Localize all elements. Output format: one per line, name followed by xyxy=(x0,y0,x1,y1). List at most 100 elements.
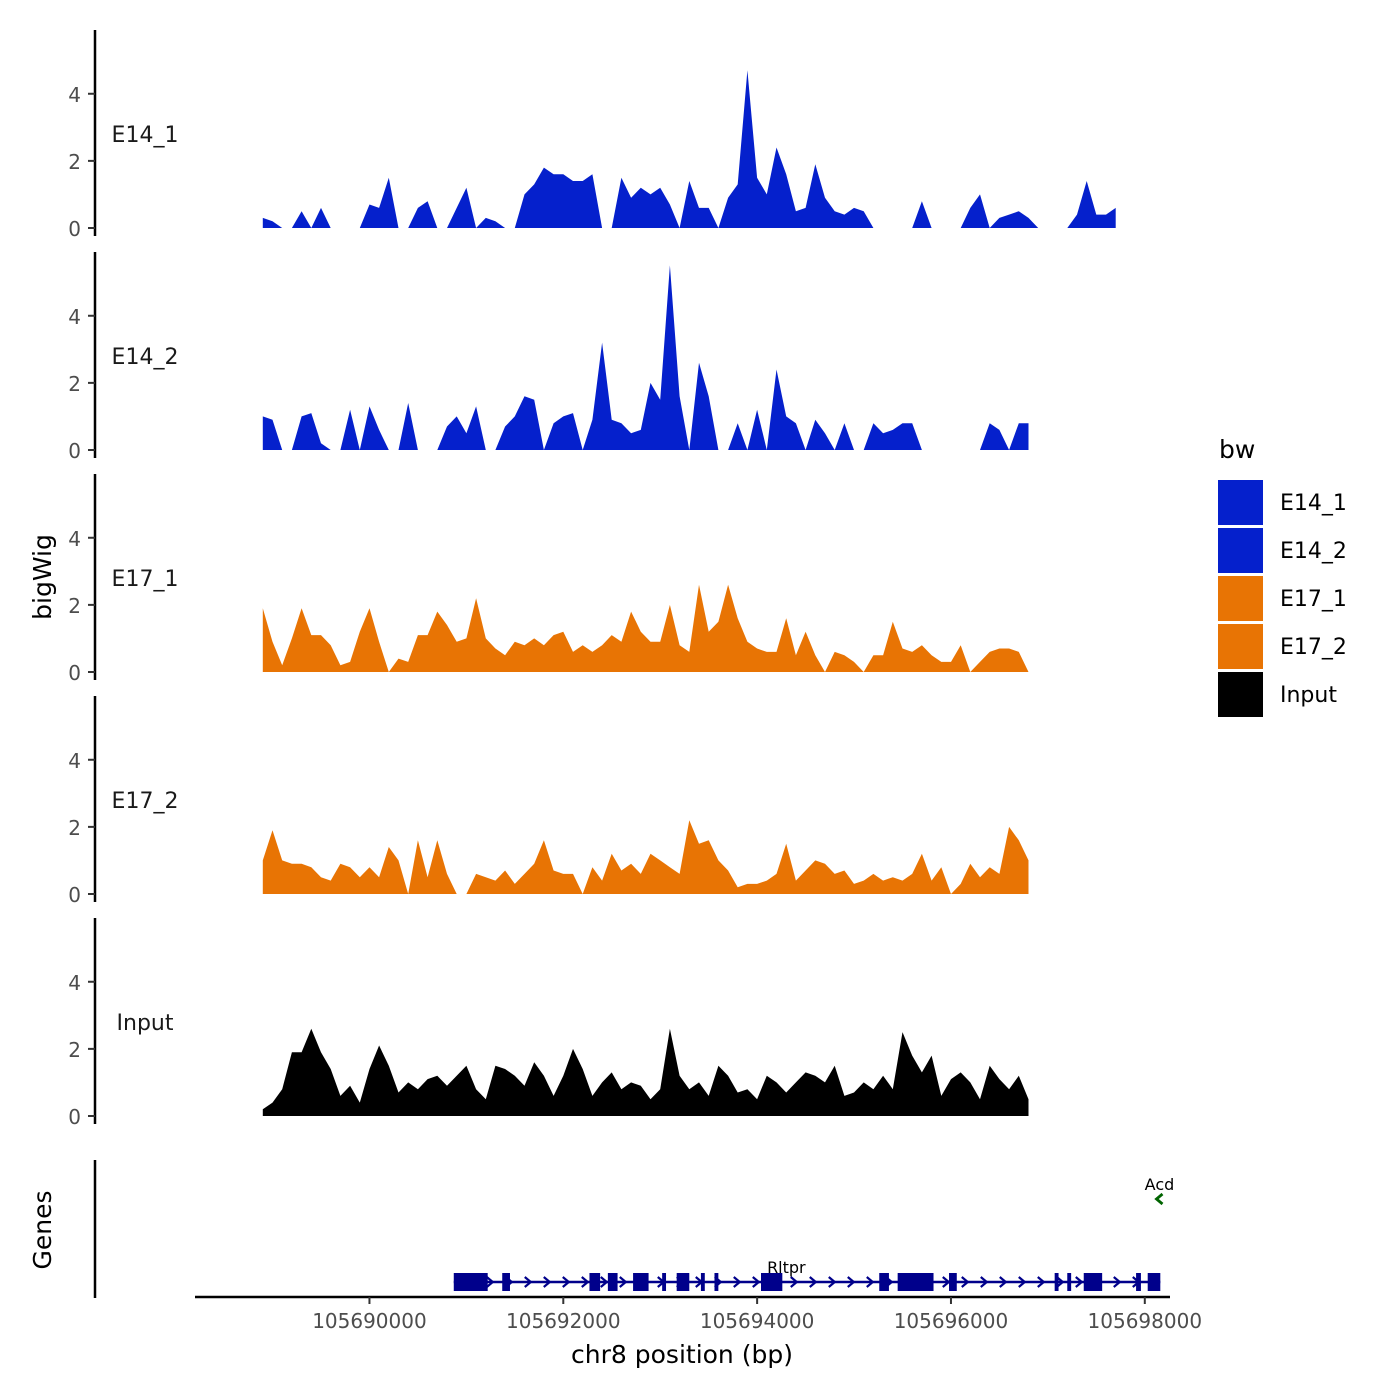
strand-arrow xyxy=(999,1276,1008,1288)
strand-arrow xyxy=(790,1276,799,1288)
strand-arrow xyxy=(847,1276,856,1288)
coverage-area-E14_2 xyxy=(262,265,1029,450)
y-tick-label: 2 xyxy=(68,1038,81,1062)
coverage-area-E17_1 xyxy=(262,584,1029,672)
strand-arrow xyxy=(486,1276,495,1288)
exon xyxy=(700,1273,705,1291)
y-tick-label: 4 xyxy=(68,305,81,329)
legend-swatch-E17_2 xyxy=(1218,624,1263,669)
exon xyxy=(1067,1273,1072,1291)
gene-Rltpr: Rltpr xyxy=(453,1258,1161,1291)
y-tick-label: 0 xyxy=(68,883,81,907)
strand-arrow xyxy=(1075,1276,1084,1288)
exon xyxy=(761,1273,783,1291)
legend-label-E14_2: E14_2 xyxy=(1280,539,1347,564)
strand-arrow xyxy=(1113,1276,1122,1288)
x-tick-label: 105694000 xyxy=(700,1309,815,1333)
strand-arrow xyxy=(733,1276,742,1288)
exon xyxy=(897,1273,934,1291)
exon xyxy=(1147,1273,1161,1291)
legend-swatch-Input xyxy=(1218,672,1263,717)
y-tick-label: 0 xyxy=(68,661,81,685)
exon xyxy=(949,1273,957,1291)
track-label: E17_1 xyxy=(112,567,179,592)
y-tick-label: 0 xyxy=(68,1105,81,1129)
y-tick-label: 2 xyxy=(68,372,81,396)
coverage-area-E17_2 xyxy=(262,820,1029,894)
x-tick-label: 105698000 xyxy=(1088,1309,1203,1333)
y-axis-title-bigwig: bigWig xyxy=(28,534,57,620)
strand-arrow xyxy=(1018,1276,1027,1288)
x-tick-label: 105692000 xyxy=(506,1309,621,1333)
track-panel-E17_2: 0 2 4 E17_2 xyxy=(68,696,1029,907)
y-tick-label: 2 xyxy=(68,150,81,174)
gene-track: Rltpr Acd xyxy=(93,1160,1175,1298)
y-tick-label: 4 xyxy=(68,527,81,551)
track-panel-E14_2: 0 2 4 E14_2 xyxy=(68,252,1029,463)
legend-title: bw xyxy=(1219,435,1255,464)
exon xyxy=(1136,1273,1141,1291)
strand-arrow xyxy=(809,1276,818,1288)
x-tick-label: 105696000 xyxy=(894,1309,1009,1333)
track-label: Input xyxy=(117,1011,174,1036)
track-panel-Input: 0 2 4 Input xyxy=(68,918,1029,1129)
coverage-tracks: 0 2 4 E14_1 0 2 4 E14_2 0 2 4 E17_1 0 2 4 E17_2 0 2 4 Input xyxy=(68,30,1116,1129)
exon xyxy=(589,1273,601,1291)
y-axis-title-genes: Genes xyxy=(28,1190,57,1269)
track-label: E14_1 xyxy=(112,123,179,148)
exon xyxy=(502,1273,510,1291)
x-tick-label: 105690000 xyxy=(312,1309,427,1333)
strand-arrow xyxy=(1037,1276,1046,1288)
gene-name: Acd xyxy=(1145,1175,1175,1194)
gene-name: Rltpr xyxy=(767,1258,806,1277)
exon xyxy=(714,1273,719,1291)
strand-arrow xyxy=(581,1276,590,1288)
legend-label-E14_1: E14_1 xyxy=(1280,491,1347,516)
exon xyxy=(633,1273,649,1291)
y-tick-label: 0 xyxy=(68,217,81,241)
strand-arrow xyxy=(866,1276,875,1288)
legend-label-E17_2: E17_2 xyxy=(1280,635,1347,660)
exon xyxy=(1054,1273,1059,1291)
coverage-area-E14_1 xyxy=(262,70,1116,228)
strand-arrow xyxy=(619,1276,628,1288)
strand-arrow xyxy=(752,1276,761,1288)
y-tick-label: 4 xyxy=(68,749,81,773)
y-tick-label: 2 xyxy=(68,816,81,840)
strand-arrow xyxy=(600,1276,609,1288)
coverage-area-Input xyxy=(262,1028,1029,1116)
strand-arrow xyxy=(524,1276,533,1288)
exon xyxy=(453,1273,488,1291)
exon xyxy=(1083,1273,1103,1291)
legend-label-Input: Input xyxy=(1280,683,1337,708)
track-panel-E17_1: 0 2 4 E17_1 xyxy=(68,474,1029,685)
y-tick-label: 0 xyxy=(68,439,81,463)
legend-swatch-E17_1 xyxy=(1218,576,1263,621)
strand-arrow xyxy=(543,1276,552,1288)
exon xyxy=(676,1273,690,1291)
track-label: E14_2 xyxy=(112,345,179,370)
strand-arrow xyxy=(1056,1276,1065,1288)
legend-swatch-E14_2 xyxy=(1218,528,1263,573)
y-tick-label: 4 xyxy=(68,83,81,107)
strand-arrow xyxy=(562,1276,571,1288)
legend: bw E14_1 E14_2 E17_1 E17_2 Input xyxy=(1218,435,1347,717)
track-panel-E14_1: 0 2 4 E14_1 xyxy=(68,30,1116,241)
legend-label-E17_1: E17_1 xyxy=(1280,587,1347,612)
legend-swatch-E14_1 xyxy=(1218,480,1263,525)
exon xyxy=(607,1273,618,1291)
strand-arrow xyxy=(828,1276,837,1288)
strand-arrow xyxy=(980,1276,989,1288)
x-axis-title: chr8 position (bp) xyxy=(571,1340,793,1369)
track-label: E17_2 xyxy=(112,789,179,814)
exon xyxy=(662,1273,667,1291)
y-tick-label: 2 xyxy=(68,594,81,618)
exon xyxy=(879,1273,889,1291)
x-axis: 105690000 105692000 105694000 105696000 1056… xyxy=(195,1295,1203,1333)
gene-Acd: Acd xyxy=(1145,1175,1175,1206)
strand-arrow xyxy=(961,1276,970,1288)
strand-arrow xyxy=(942,1276,951,1288)
y-tick-label: 4 xyxy=(68,971,81,995)
strand-arrow xyxy=(1154,1192,1164,1206)
